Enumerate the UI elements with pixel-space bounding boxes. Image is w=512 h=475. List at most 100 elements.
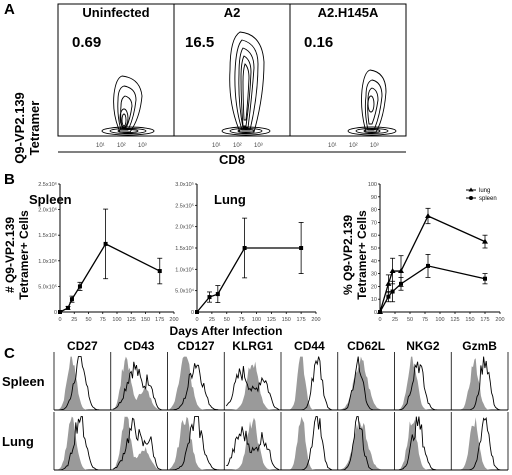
- y-tick-label: 50: [371, 246, 377, 252]
- marker-label-cd43: CD43: [124, 339, 155, 353]
- y-tick-label: 80: [371, 208, 377, 214]
- x-tick-label: 125: [127, 317, 136, 323]
- tick-label: 10³: [254, 143, 263, 149]
- x-tick-label: 100: [252, 317, 261, 323]
- chart-percent: 0 10 20 30 40 50 60 70 80 90 100 0 25 50 75 100 125 150 17…: [368, 182, 505, 323]
- histogram-tetramer-nkg2: [396, 361, 450, 411]
- marker-label-cd44: CD44: [294, 339, 325, 353]
- histogram-tetramer-cd27: [56, 356, 109, 411]
- legend-marker: [469, 196, 473, 200]
- histogram-reference-nkg2: [396, 419, 450, 470]
- x-tick-label: 125: [267, 317, 276, 323]
- data-point: [242, 246, 247, 250]
- chart-spleen: 0 5.0x10⁵ 1.0x10⁶ 1.5x10⁶ 2.0x10⁶ 2.5x10⁶ 0 25 5…: [38, 181, 178, 323]
- x-tick-label: 200: [169, 317, 178, 323]
- panel-label-a: A: [4, 1, 15, 18]
- marker-label-klrg1: KLRG1: [232, 339, 273, 353]
- marker-label-cd27: CD27: [67, 339, 98, 353]
- series-line: [379, 265, 486, 313]
- panel-a-plots: Uninfected A2 A2.H145A 0.69 16.5 0.16: [57, 3, 407, 167]
- plot-title-a2h145a: A2.H145A: [318, 5, 379, 20]
- x-tick-label: 100: [435, 317, 444, 323]
- y-tick-label: 0: [54, 310, 57, 316]
- x-tick-label: 75: [239, 317, 245, 323]
- tick-label: 10²: [349, 143, 358, 149]
- panel-label-c: C: [4, 345, 15, 362]
- histogram-reference-cd62l: [339, 356, 393, 410]
- x-tick-label: 50: [407, 317, 413, 323]
- plot-percent-a2: 16.5: [185, 34, 214, 51]
- tick-label: 10²: [233, 143, 242, 149]
- data-point: [389, 268, 396, 274]
- x-tick-label: 0: [378, 317, 381, 323]
- panel-b-xlabel: Days After Infection: [170, 324, 283, 338]
- panel-b-left-ylabel-line1: # Q9-VP2.139: [3, 217, 17, 293]
- histogram-reference-cd27: [56, 356, 109, 410]
- histogram-reference-cd127: [169, 356, 223, 410]
- panel-b-right-ylabel-line2: Tetramer+ Cells: [355, 210, 369, 300]
- panel-b-left-ylabel-line2: Tetramer+ Cells: [17, 210, 31, 300]
- y-tick-label: 1.5x10⁶: [38, 232, 57, 239]
- x-tick-label: 25: [71, 317, 77, 323]
- histogram-tetramer-nkg2: [396, 416, 450, 471]
- y-tick-label: 1.5x10⁵: [175, 245, 194, 252]
- y-tick-label: 70: [371, 220, 377, 226]
- x-tick-label: 25: [392, 317, 398, 323]
- y-tick-label: 2.0x10⁵: [175, 224, 194, 231]
- panel-label-b: B: [4, 171, 15, 188]
- histogram-tetramer-cd43: [112, 361, 166, 411]
- data-point: [399, 281, 403, 286]
- histogram-tetramer-gzmb: [453, 416, 506, 471]
- histogram-reference-cd127: [169, 416, 223, 470]
- x-tick-label: 0: [58, 317, 61, 323]
- histogram-tetramer-klrg1: [225, 365, 280, 410]
- tick-label: 10³: [370, 143, 379, 149]
- plot-title-uninfected: Uninfected: [82, 5, 149, 20]
- histogram-tetramer-cd44: [283, 416, 336, 471]
- contour-plot-a2: [221, 31, 271, 136]
- y-tick-label: 2.5x10⁵: [175, 202, 194, 209]
- y-tick-label: 10: [371, 297, 377, 303]
- contour-plot-uninfected: [101, 75, 155, 136]
- y-tick-label: 0: [191, 310, 194, 316]
- histogram-reference-cd43: [112, 356, 166, 410]
- x-tick-label: 175: [480, 317, 489, 323]
- x-tick-label: 50: [224, 317, 230, 323]
- y-tick-label: 5.0x10⁵: [38, 283, 57, 290]
- panel-a-ylabel: Q9-VP2.139 Tetramer: [12, 92, 42, 164]
- tick-label: 10¹: [328, 143, 337, 149]
- x-tick-label: 50: [85, 317, 91, 323]
- chart-title-lung: Lung: [214, 192, 246, 207]
- data-point: [398, 268, 404, 274]
- tick-label: 10¹: [96, 143, 105, 149]
- y-tick-label: 1.0x10⁶: [38, 258, 57, 265]
- data-point: [103, 241, 108, 246]
- histogram-reference-klrg1: [226, 417, 279, 470]
- histogram-tetramer-cd127: [169, 363, 223, 411]
- panel-b-left-ylabel: # Q9-VP2.139 Tetramer+ Cells: [3, 210, 31, 300]
- histogram-reference-cd27: [56, 416, 109, 470]
- data-point: [385, 280, 392, 286]
- histogram-tetramer-cd62l: [339, 356, 393, 411]
- histogram-reference-cd62l: [339, 420, 393, 470]
- histogram-reference-cd43: [112, 416, 166, 470]
- data-point: [299, 246, 304, 250]
- panel-b-right-ylabel: % Q9-VP2.139 Tetramer+ Cells: [341, 210, 369, 300]
- tick-label: 10³: [138, 143, 147, 149]
- histogram-tetramer-cd62l: [339, 416, 393, 471]
- legend-marker: [468, 187, 474, 192]
- y-tick-label: 2.0x10⁶: [38, 207, 57, 214]
- histogram-tetramer-cd127: [169, 416, 223, 471]
- y-tick-label: 5.0x10⁴: [175, 288, 195, 295]
- y-tick-label: 100: [368, 182, 377, 188]
- panel-a-frame: [57, 3, 407, 137]
- data-point: [69, 297, 74, 302]
- data-point: [482, 238, 488, 244]
- data-point: [77, 284, 82, 289]
- panel-c-histograms: CD27 CD43 CD127 KLRG1 CD44 CD62L NKG2 GzmB Splee…: [2, 339, 509, 471]
- legend-label: lung: [479, 188, 490, 194]
- histogram-reference-cd44: [283, 416, 336, 470]
- data-point: [157, 269, 162, 274]
- histogram-tetramer-cd43: [112, 417, 166, 471]
